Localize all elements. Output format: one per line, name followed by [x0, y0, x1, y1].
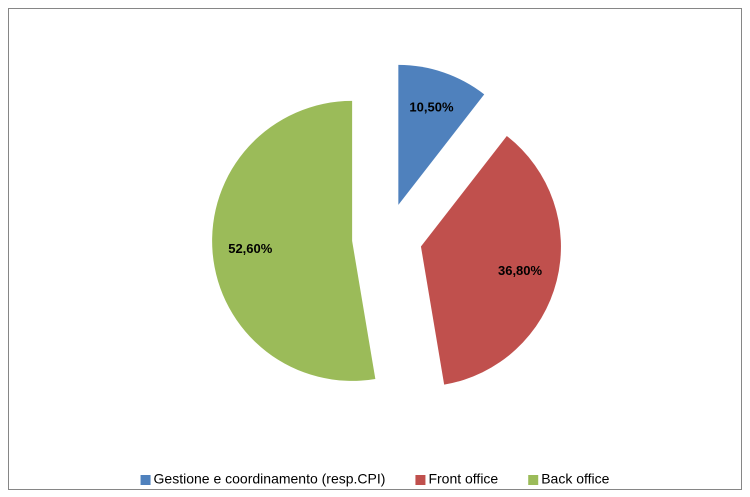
data-label: 52,60% [228, 241, 273, 256]
legend: Gestione e coordinamento (resp.CPI) Front… [140, 471, 610, 487]
legend-swatch [140, 475, 151, 485]
legend-swatch [415, 475, 426, 485]
legend-label: Front office [428, 471, 498, 487]
pie-slice [398, 64, 485, 205]
pie-slice [212, 100, 376, 381]
legend-swatch [528, 475, 539, 485]
chart-border [8, 8, 742, 490]
data-label: 36,80% [498, 263, 543, 278]
legend-label: Back office [541, 471, 609, 487]
pie-slice [420, 135, 561, 385]
data-label: 10,50% [409, 100, 454, 115]
legend-label: Gestione e coordinamento (resp.CPI) [154, 471, 386, 487]
